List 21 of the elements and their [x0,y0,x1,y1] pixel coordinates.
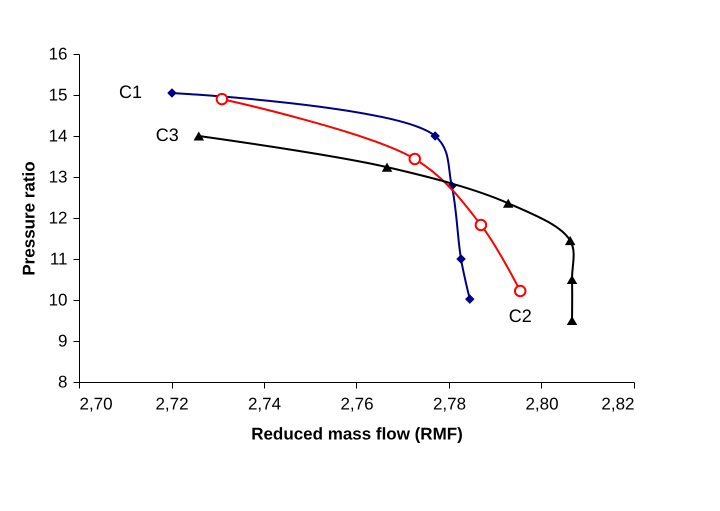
x-tick-label: 2,76 [340,394,374,414]
series-label: C1 [118,82,142,102]
y-tick-label: 14 [48,126,68,146]
series-label: C2 [508,306,532,326]
x-tick-label: 2,70 [80,394,113,414]
series-label: C3 [156,125,179,145]
y-tick-label: 15 [48,86,68,104]
y-tick-label: 9 [58,332,68,350]
y-tick-label: 12 [48,208,68,228]
y-tick-label: 16 [48,44,68,64]
y-tick-label: 11 [50,250,68,268]
x-tick-label: 2,74 [248,394,282,414]
x-tick-label: 2,82 [601,394,634,414]
x-tick-label: 2,78 [432,394,466,414]
x-axis-title: Reduced mass flow (RMF) [251,424,463,444]
x-tick-label: 2,72 [155,394,189,414]
y-tick-label: 10 [48,290,68,310]
y-axis-title: Pressure ratio [20,161,39,276]
x-tick-label: 2,80 [525,394,559,414]
y-tick-label: 13 [48,168,68,186]
y-tick-label: 8 [58,372,68,392]
